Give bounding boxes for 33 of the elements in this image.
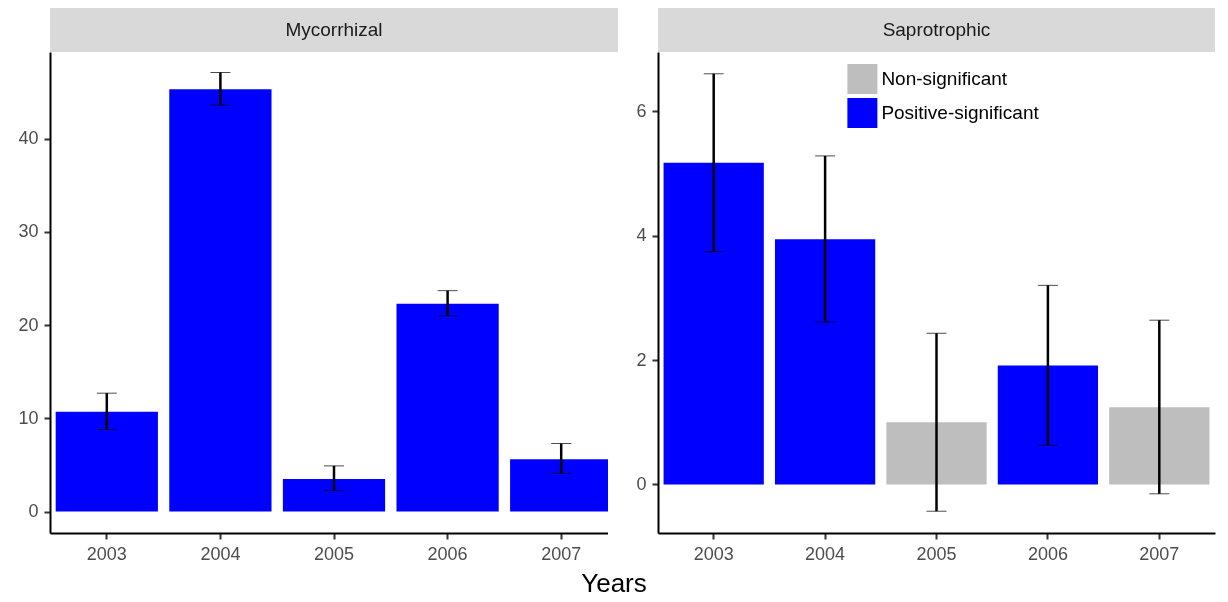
- x-tick-label: 2004: [200, 543, 241, 564]
- x-tick-label: 2003: [86, 543, 127, 564]
- bar: [774, 239, 876, 485]
- y-tick-label: 2: [636, 349, 647, 370]
- bar: [663, 162, 764, 485]
- bar: [282, 478, 386, 512]
- y-tick-label: 0: [636, 473, 647, 494]
- bar: [997, 365, 1099, 485]
- x-tick-label: 2007: [541, 543, 582, 564]
- y-tick-label: 10: [18, 407, 39, 428]
- y-tick-label: 30: [18, 221, 39, 242]
- y-tick-label: 0: [28, 501, 39, 522]
- legend-label: Positive-significant: [881, 102, 1040, 123]
- y-tick-label: 6: [636, 100, 647, 121]
- bar: [1109, 407, 1210, 485]
- chart-title: Saprotrophic: [658, 8, 1215, 52]
- y-tick-label: 20: [18, 314, 39, 335]
- x-tick-label: 2007: [1139, 543, 1180, 564]
- y-tick-label: 40: [18, 128, 39, 149]
- bar: [55, 411, 158, 512]
- x-tick-label: 2006: [1027, 543, 1068, 564]
- bar: [169, 89, 272, 512]
- y-tick-label: 4: [636, 225, 647, 246]
- x-tick-label: 2006: [427, 543, 468, 564]
- x-tick-label: 2005: [916, 543, 957, 564]
- bar: [396, 303, 499, 512]
- x-tick-label: 2005: [313, 543, 355, 564]
- legend-label: Non-significant: [881, 68, 1008, 89]
- chart-title: Mycorrhizal: [50, 8, 618, 52]
- x-axis-title: Years: [580, 568, 648, 599]
- x-tick-label: 2003: [693, 543, 734, 564]
- bar: [886, 422, 987, 485]
- x-tick-label: 2004: [805, 543, 846, 564]
